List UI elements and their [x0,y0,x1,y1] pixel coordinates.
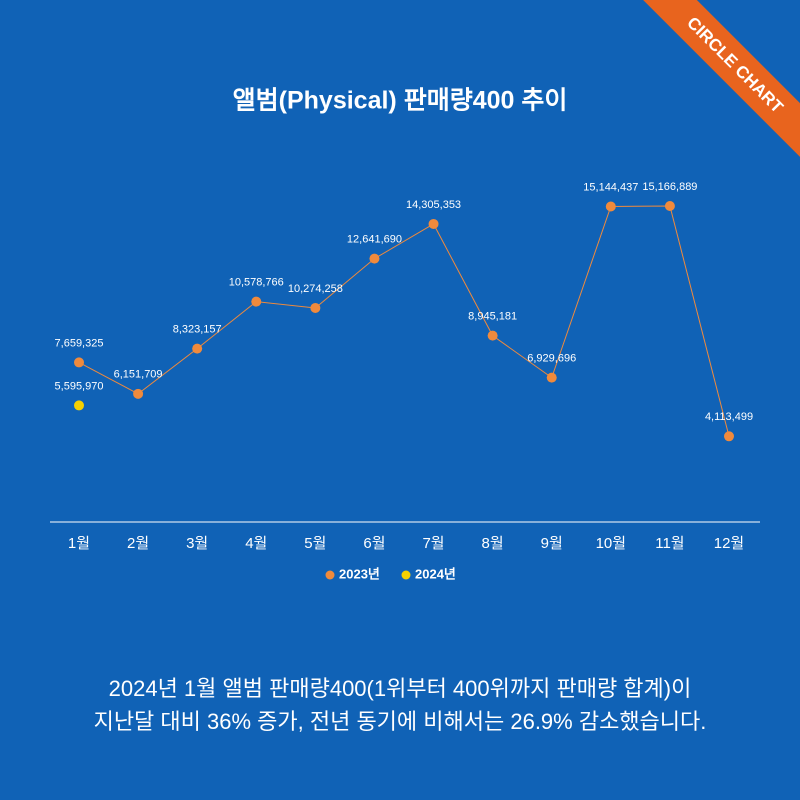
footer-line: 2024년 1월 앨범 판매량400(1위부터 400위까지 판매량 합계)이 [109,676,692,701]
x-tick-label: 3월 [186,535,208,552]
point [74,357,84,368]
data-label: 15,166,889 [642,181,697,193]
data-label: 6,929,696 [527,353,576,365]
x-tick-label: 1월 [68,535,90,552]
data-label: 10,578,766 [229,277,284,289]
x-tick-label: 4월 [245,535,267,552]
point [664,201,675,212]
data-label: 7,659,325 [55,337,104,349]
data-label: 5,595,970 [55,380,104,392]
x-tick-label: 8월 [482,535,504,552]
x-tick-label: 11월 [655,535,684,552]
point [428,218,439,229]
footer-line: 지난달 대비 36% 증가, 전년 동기에 비해서는 26.9% 감소했습니다. [94,709,707,734]
data-label: 6,151,709 [114,369,163,381]
data-label: 4,113,499 [705,411,753,423]
x-tick-label: 5월 [304,535,326,552]
x-tick-label: 9월 [541,535,563,552]
point [724,431,734,442]
point [133,388,144,399]
data-label: 14,305,353 [406,199,461,211]
data-label: 12,641,690 [347,234,402,246]
point [369,253,380,264]
point [192,343,203,354]
x-tick-label: 2월 [127,535,149,552]
x-tick-label: 12월 [714,535,745,552]
point [310,302,321,313]
badge-ribbon [629,0,800,171]
line [78,205,730,437]
legend-marker [401,570,411,580]
legend-label: 2024년 [415,566,456,581]
data-label: 8,323,157 [173,324,222,336]
legend-label: 2023년 [339,566,380,581]
x-tick-label: 6월 [363,535,385,552]
legend-marker [325,570,335,580]
x-tick-label: 7월 [422,535,444,552]
point [487,330,498,341]
x-tick-label: 10월 [596,535,627,552]
data-label: 8,945,181 [468,311,517,323]
point [605,201,616,212]
chart-title: 앨범(Physical) 판매량400 추이 [233,87,568,115]
point [74,400,84,411]
data-label: 15,144,437 [583,181,638,193]
point [251,296,262,307]
data-label: 10,274,258 [288,283,343,295]
point [546,372,557,383]
